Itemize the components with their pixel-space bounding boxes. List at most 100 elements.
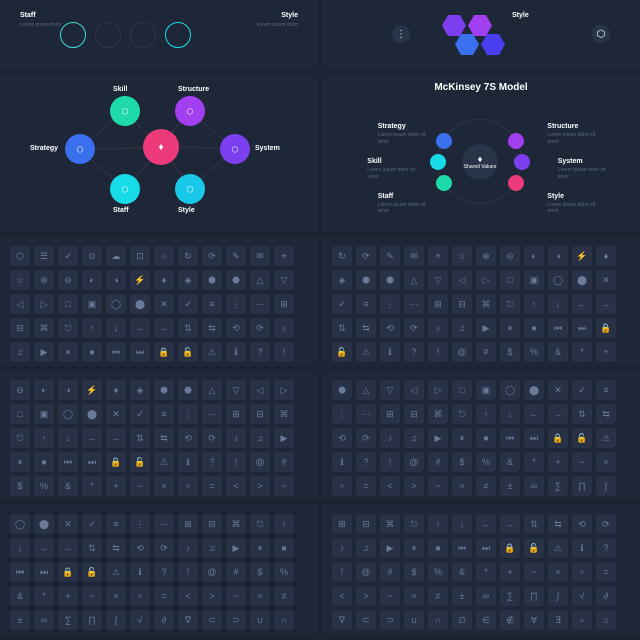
icon-tile[interactable]: ∑: [500, 586, 520, 606]
icon-tile[interactable]: ←: [34, 538, 54, 558]
icon-tile[interactable]: ←: [572, 294, 592, 314]
icon-tile[interactable]: ⊖: [500, 246, 520, 266]
icon-tile[interactable]: #: [428, 452, 448, 472]
icon-tile[interactable]: ↓: [500, 404, 520, 424]
icon-tile[interactable]: ✉: [250, 246, 270, 266]
icon-tile[interactable]: ∂: [154, 610, 174, 630]
icon-tile[interactable]: ÷: [572, 562, 592, 582]
icon-tile[interactable]: ⏭: [130, 342, 150, 362]
icon-tile[interactable]: ⬤: [524, 380, 544, 400]
icon-tile[interactable]: ℹ: [380, 342, 400, 362]
icon-tile[interactable]: ◯: [548, 270, 568, 290]
icon-tile[interactable]: ⇆: [202, 318, 222, 338]
icon-tile[interactable]: ≠: [428, 586, 448, 606]
icon-tile[interactable]: ⬤: [82, 404, 102, 424]
icon-tile[interactable]: ⏸: [250, 538, 270, 558]
icon-tile[interactable]: ∇: [332, 610, 352, 630]
icon-tile[interactable]: ⚠: [154, 452, 174, 472]
icon-tile[interactable]: ▷: [34, 294, 54, 314]
icon-tile[interactable]: +: [596, 342, 616, 362]
icon-tile[interactable]: ⊞: [428, 294, 448, 314]
icon-tile[interactable]: @: [404, 452, 424, 472]
icon-tile[interactable]: &: [10, 586, 30, 606]
icon-tile[interactable]: ▣: [34, 404, 54, 424]
icon-tile[interactable]: ↑: [82, 318, 102, 338]
icon-tile[interactable]: ⊕: [34, 270, 54, 290]
icon-tile[interactable]: ✎: [226, 246, 246, 266]
icon-tile[interactable]: ⊟: [10, 318, 30, 338]
icon-tile[interactable]: ⬡: [10, 246, 30, 266]
icon-tile[interactable]: ℹ: [130, 562, 150, 582]
icon-tile[interactable]: ▽: [226, 380, 246, 400]
icon-tile[interactable]: ⚠: [106, 562, 126, 582]
icon-tile[interactable]: ↓: [10, 538, 30, 558]
icon-tile[interactable]: ∞: [524, 476, 544, 496]
icon-tile[interactable]: ∈: [476, 610, 496, 630]
icon-tile[interactable]: ☁: [106, 246, 126, 266]
icon-tile[interactable]: ⟲: [572, 514, 592, 534]
icon-tile[interactable]: ⌘: [476, 294, 496, 314]
icon-tile[interactable]: 🔒: [500, 538, 520, 558]
icon-tile[interactable]: ⌘: [380, 514, 400, 534]
icon-tile[interactable]: 🔒: [106, 452, 126, 472]
icon-tile[interactable]: ♪: [178, 538, 198, 558]
icon-tile[interactable]: ◐: [524, 246, 544, 266]
icon-tile[interactable]: ⋮: [380, 294, 400, 314]
icon-tile[interactable]: ⬣: [226, 270, 246, 290]
icon-tile[interactable]: −: [524, 562, 544, 582]
icon-tile[interactable]: □: [10, 404, 30, 424]
icon-tile[interactable]: ←: [524, 404, 544, 424]
icon-tile[interactable]: ▣: [476, 380, 496, 400]
icon-tile[interactable]: +: [548, 452, 568, 472]
icon-tile[interactable]: ⇅: [332, 318, 352, 338]
icon-tile[interactable]: →: [596, 294, 616, 314]
icon-tile[interactable]: ♪: [428, 318, 448, 338]
icon-tile[interactable]: ◯: [10, 514, 30, 534]
icon-tile[interactable]: ⊖: [10, 380, 30, 400]
icon-tile[interactable]: ⊞: [380, 404, 400, 424]
icon-tile[interactable]: ▣: [82, 294, 102, 314]
icon-tile[interactable]: !: [226, 452, 246, 472]
icon-tile[interactable]: ÷: [130, 586, 150, 606]
icon-tile[interactable]: *: [572, 342, 592, 362]
icon-tile[interactable]: ♫: [250, 428, 270, 448]
icon-tile[interactable]: =: [202, 476, 222, 496]
icon-tile[interactable]: ↻: [178, 246, 198, 266]
icon-tile[interactable]: ⬢: [356, 270, 376, 290]
icon-tile[interactable]: ♦: [154, 270, 174, 290]
icon-tile[interactable]: □: [58, 294, 78, 314]
icon-tile[interactable]: ∞: [34, 610, 54, 630]
icon-tile[interactable]: ↑: [476, 404, 496, 424]
icon-tile[interactable]: ◯: [58, 404, 78, 424]
icon-tile[interactable]: ▣: [524, 270, 544, 290]
icon-tile[interactable]: ⟳: [202, 246, 222, 266]
icon-tile[interactable]: ◯: [106, 294, 126, 314]
icon-tile[interactable]: ♫: [356, 538, 376, 558]
icon-tile[interactable]: →: [58, 538, 78, 558]
icon-tile[interactable]: ⎋: [404, 514, 424, 534]
icon-tile[interactable]: @: [356, 562, 376, 582]
icon-tile[interactable]: →: [548, 404, 568, 424]
icon-tile[interactable]: ⋯: [250, 294, 270, 314]
icon-tile[interactable]: ✕: [58, 514, 78, 534]
icon-tile[interactable]: ◁: [404, 380, 424, 400]
icon-tile[interactable]: ↻: [332, 246, 352, 266]
icon-tile[interactable]: ℹ: [178, 452, 198, 472]
icon-tile[interactable]: ⏹: [428, 538, 448, 558]
icon-tile[interactable]: !: [274, 342, 294, 362]
icon-tile[interactable]: ⚠: [202, 342, 222, 362]
icon-tile[interactable]: ∉: [500, 610, 520, 630]
icon-tile[interactable]: △: [250, 270, 270, 290]
icon-tile[interactable]: ℹ: [332, 452, 352, 472]
icon-tile[interactable]: ∩: [274, 610, 294, 630]
icon-tile[interactable]: ⟳: [596, 514, 616, 534]
icon-tile[interactable]: ⊞: [274, 294, 294, 314]
icon-tile[interactable]: ⋮: [332, 404, 352, 424]
icon-tile[interactable]: ⋯: [404, 294, 424, 314]
icon-tile[interactable]: ⊙: [82, 246, 102, 266]
icon-tile[interactable]: @: [250, 452, 270, 472]
icon-tile[interactable]: ↓: [106, 318, 126, 338]
icon-tile[interactable]: ≈: [452, 476, 472, 496]
icon-tile[interactable]: ∃: [548, 610, 568, 630]
icon-tile[interactable]: ⏮: [548, 318, 568, 338]
